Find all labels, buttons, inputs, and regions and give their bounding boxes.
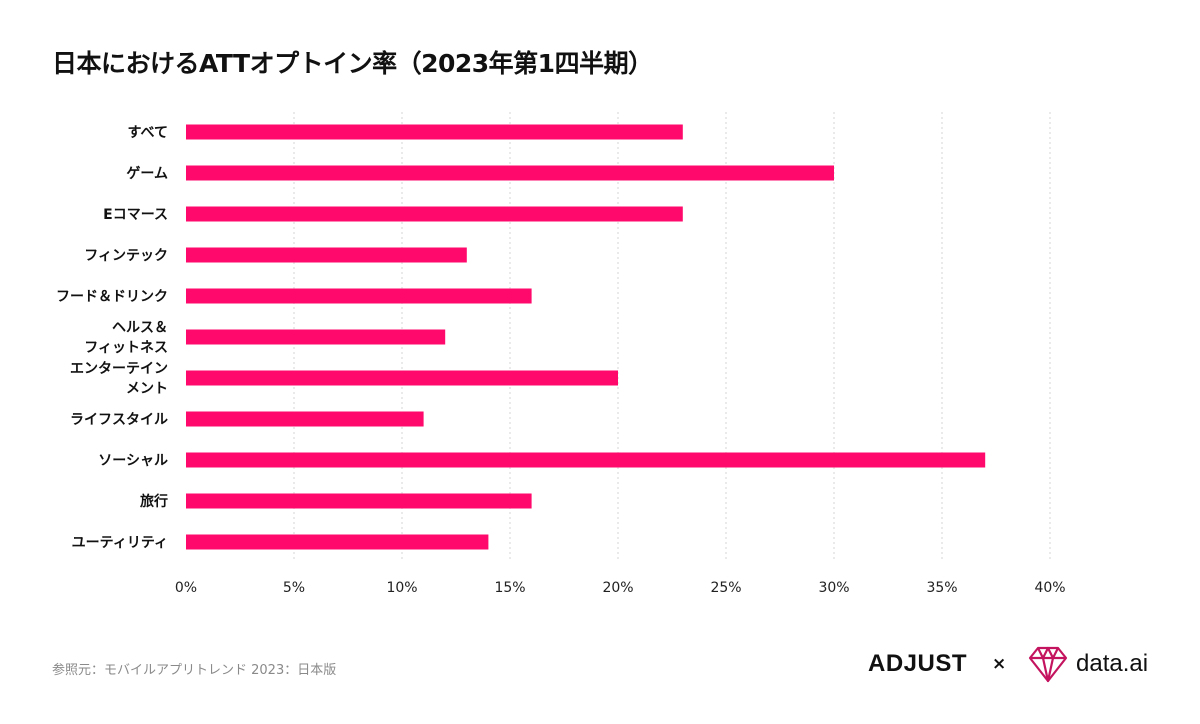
x-tick-label: 5% bbox=[283, 580, 305, 596]
bar bbox=[186, 534, 489, 550]
category-label: ソーシャル bbox=[98, 453, 168, 469]
bar bbox=[186, 247, 467, 263]
x-tick-label: 0% bbox=[175, 580, 197, 596]
x-tick-label: 15% bbox=[494, 580, 525, 596]
x-tick-label: 25% bbox=[710, 580, 741, 596]
category-label: 旅行 bbox=[140, 493, 168, 510]
x-axis-ticks: 0% 5% 10% 15% 20% 25% 30% 35% 40% bbox=[175, 580, 1066, 596]
bar bbox=[186, 370, 618, 386]
adjust-logo: ADJUST bbox=[868, 650, 968, 677]
bar bbox=[186, 165, 834, 181]
category-label: エンターテインメント bbox=[70, 361, 168, 397]
bar bbox=[186, 329, 446, 345]
source-note: 参照元：モバイルアプリトレンド 2023：日本版 bbox=[52, 663, 337, 678]
category-label: ライフスタイル bbox=[70, 412, 168, 428]
bar bbox=[186, 452, 986, 468]
category-label: すべて bbox=[128, 125, 168, 141]
category-label: Eコマース bbox=[103, 207, 168, 223]
bars bbox=[186, 124, 986, 550]
chart-title: 日本におけるATTオプトイン率（2023年第1四半期） bbox=[52, 49, 653, 78]
gem-icon bbox=[1028, 646, 1068, 683]
x-tick-label: 40% bbox=[1034, 580, 1065, 596]
logo-separator: × bbox=[992, 654, 1007, 674]
x-tick-label: 10% bbox=[386, 580, 417, 596]
bar bbox=[186, 206, 683, 222]
bar bbox=[186, 288, 532, 304]
category-label: フィンテック bbox=[84, 248, 168, 264]
dataai-logo-text: data.ai bbox=[1076, 650, 1149, 677]
category-label: フード＆ドリンク bbox=[56, 289, 168, 305]
bar bbox=[186, 411, 424, 427]
category-label: ヘルス＆フィットネス bbox=[84, 320, 168, 356]
category-label: ユーティリティ bbox=[72, 535, 168, 551]
x-tick-label: 35% bbox=[926, 580, 957, 596]
x-tick-label: 30% bbox=[818, 580, 849, 596]
bar bbox=[186, 493, 532, 509]
dataai-logo: data.ai bbox=[1026, 644, 1148, 684]
x-tick-label: 20% bbox=[602, 580, 633, 596]
bar bbox=[186, 124, 683, 140]
category-label: ゲーム bbox=[126, 165, 168, 182]
